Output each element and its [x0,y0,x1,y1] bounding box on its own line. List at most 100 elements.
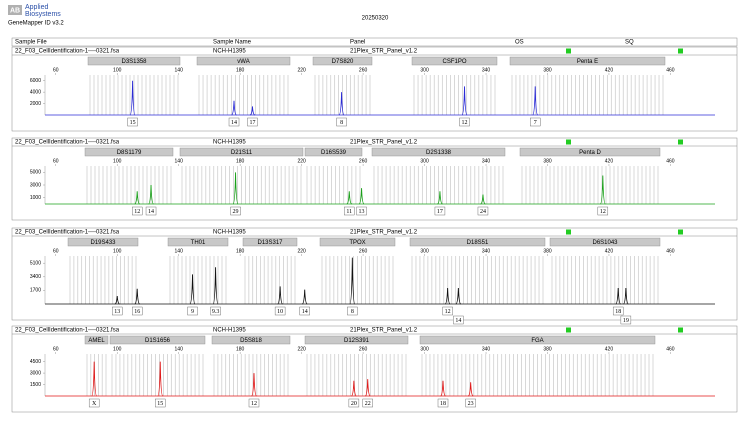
peak [623,287,629,305]
peak [91,361,98,397]
marker-label: D5S818 [240,338,262,344]
marker-box [409,237,546,247]
allele-label: 12 [251,401,257,407]
x-tick-label: 60 [53,67,59,73]
y-tick-label: 1000 [30,195,41,201]
marker-box [242,237,298,247]
x-tick-label: 380 [543,158,552,164]
x-tick-label: 180 [236,158,245,164]
allele-label: 8 [351,309,354,315]
peak [134,288,140,305]
allele-box [145,206,157,216]
x-tick-label: 140 [175,158,184,164]
allele-box [210,306,221,316]
peak [461,86,468,116]
x-tick-label: 100 [113,346,122,352]
x-tick-label: 340 [482,158,491,164]
allele-label: 12 [600,209,606,215]
sample-name: NCH-H1395 [213,49,246,55]
marker-box [312,56,373,66]
allele-label: 10 [277,309,283,315]
software: GeneMapper ID v3.2 [8,21,64,27]
peak [351,380,357,397]
os-flag [566,229,571,235]
date: 20250320 [362,16,389,22]
x-tick-label: 220 [297,67,306,73]
x-tick-label: 100 [113,158,122,164]
allele-box [155,398,166,408]
allele-label: 8 [340,120,343,126]
allele-box [459,117,470,127]
x-tick-label: 460 [666,248,675,254]
column: Panel [350,40,365,46]
allele-label: 9 [191,309,194,315]
logo-mark [8,5,22,15]
allele-box [230,206,241,216]
allele-box [274,306,286,316]
sample-file: 22_F03_CellIdentification-1----0321.fsa [15,328,120,334]
marker-box [84,335,109,345]
allele-box [127,117,138,127]
panel-frame [11,227,738,321]
x-tick-label: 260 [359,248,368,254]
brand: Applied [25,4,48,11]
allele-label: 29 [233,209,239,215]
marker-box [371,147,506,157]
peak [189,274,196,305]
allele-label: 17 [249,120,255,126]
marker-label: vWA [237,59,249,65]
peak [455,287,462,305]
peak [212,267,219,305]
x-tick-label: 220 [297,158,306,164]
allele-box [362,398,373,408]
panel-name: 21Plex_STR_Panel_v1.2 [350,140,418,146]
allele-label: 18 [615,309,621,315]
peak [231,100,237,116]
x-tick-label: 140 [175,346,184,352]
y-tick-label: 5000 [30,170,41,176]
allele-label: 11 [346,209,352,215]
peak [615,287,621,305]
marker-label: Penta D [579,150,601,156]
sq-flag [678,139,683,145]
logo: AB Applied Biosystems [8,4,61,18]
x-tick-label: 340 [482,346,491,352]
y-tick-label: 4500 [30,359,41,365]
marker-box [67,237,139,247]
peak [599,175,606,205]
allele-label: 12 [445,309,451,315]
marker-box [211,335,291,345]
sample-file: 22_F03_CellIdentification-1----0321.fsa [15,49,120,55]
allele-label: 15 [130,120,136,126]
panel-frame [11,137,738,221]
sq-flag [678,229,683,235]
y-tick-label: 3000 [30,370,41,376]
y-tick-label: 1500 [30,382,41,388]
x-tick-label: 460 [666,67,675,73]
peak [277,286,283,305]
marker-label: D8S1179 [117,150,142,156]
allele-box [347,306,358,316]
x-tick-label: 420 [605,67,614,73]
os-flag [566,327,571,333]
panel-name: 21Plex_STR_Panel_v1.2 [350,49,418,55]
x-tick-label: 340 [482,67,491,73]
peak [157,361,164,397]
y-tick-label: 3400 [30,274,41,280]
allele-label: 23 [468,401,474,407]
x-tick-label: 340 [482,248,491,254]
sq-flag [678,48,683,54]
marker-box [109,335,206,345]
allele-box [248,398,260,408]
x-tick-label: 180 [236,67,245,73]
x-tick-label: 300 [420,158,429,164]
marker-label: D1S1656 [145,338,171,344]
allele-box [228,117,240,127]
marker-label: Penta E [577,59,598,65]
allele-label: 9.3 [212,309,220,315]
peak [129,80,136,116]
marker-label: D13S317 [257,240,283,246]
x-tick-label: 180 [236,346,245,352]
column: Sample File [15,40,47,46]
